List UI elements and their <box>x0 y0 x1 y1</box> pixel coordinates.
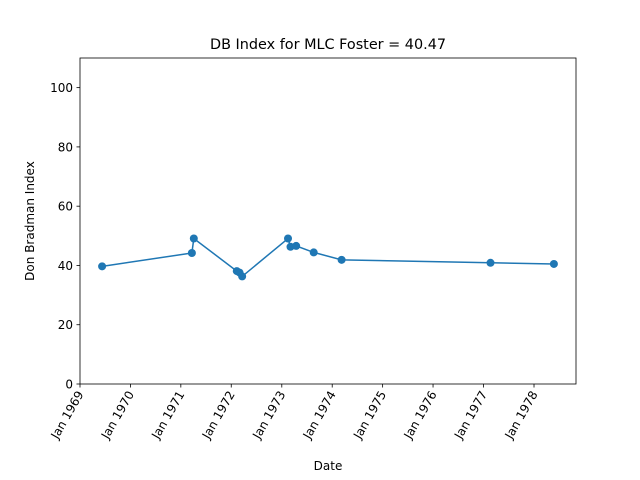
y-tick-label: 100 <box>50 81 73 95</box>
data-point <box>238 272 247 281</box>
data-point <box>98 262 107 271</box>
y-tick-label: 0 <box>65 378 73 392</box>
data-point <box>189 234 198 243</box>
y-axis-label: Don Bradman Index <box>23 161 37 281</box>
data-point <box>337 255 346 264</box>
axes-frame <box>79 57 577 385</box>
data-point <box>292 241 301 250</box>
data-point <box>284 234 293 243</box>
data-point <box>549 259 558 268</box>
y-tick-label: 60 <box>58 200 73 214</box>
x-axis-label: Date <box>314 459 343 473</box>
y-tick-label: 80 <box>58 140 73 154</box>
data-point <box>486 258 495 267</box>
chart-title: DB Index for MLC Foster = 40.47 <box>210 37 446 53</box>
data-point <box>187 249 196 258</box>
data-point <box>309 248 318 257</box>
y-tick-label: 20 <box>58 318 73 332</box>
y-tick-label: 40 <box>58 259 73 273</box>
